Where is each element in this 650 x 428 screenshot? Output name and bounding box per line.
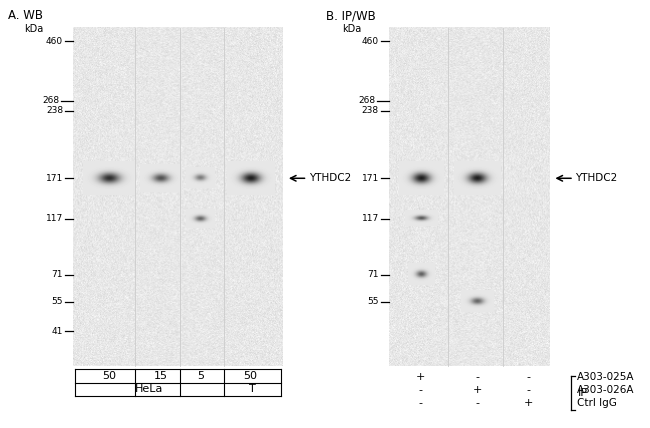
Text: 71: 71 bbox=[367, 270, 379, 279]
Text: 15: 15 bbox=[154, 371, 168, 381]
Text: YTHDC2: YTHDC2 bbox=[575, 173, 618, 183]
Text: 117: 117 bbox=[361, 214, 379, 223]
Text: -: - bbox=[475, 372, 479, 383]
Text: HeLa: HeLa bbox=[135, 384, 164, 395]
Text: 268: 268 bbox=[42, 96, 59, 105]
Text: Ctrl IgG: Ctrl IgG bbox=[577, 398, 616, 408]
Text: kDa: kDa bbox=[23, 24, 43, 33]
Text: +: + bbox=[524, 398, 533, 408]
Text: -: - bbox=[475, 398, 479, 408]
Text: 171: 171 bbox=[46, 174, 63, 183]
Text: 238: 238 bbox=[362, 106, 379, 115]
Text: -: - bbox=[526, 385, 530, 395]
Text: T: T bbox=[249, 384, 255, 395]
Text: -: - bbox=[526, 372, 530, 383]
Text: YTHDC2: YTHDC2 bbox=[309, 173, 351, 183]
Text: 50: 50 bbox=[243, 371, 257, 381]
Text: kDa: kDa bbox=[342, 24, 361, 33]
Text: 41: 41 bbox=[52, 327, 63, 336]
Text: 5: 5 bbox=[198, 371, 204, 381]
Text: 268: 268 bbox=[358, 96, 375, 105]
Text: 460: 460 bbox=[46, 37, 63, 46]
Text: A. WB: A. WB bbox=[8, 9, 43, 22]
Text: A303-025A: A303-025A bbox=[577, 372, 634, 383]
Text: A303-026A: A303-026A bbox=[577, 385, 634, 395]
Text: 117: 117 bbox=[46, 214, 63, 223]
Text: B. IP/WB: B. IP/WB bbox=[326, 9, 376, 22]
Text: 460: 460 bbox=[362, 37, 379, 46]
Text: -: - bbox=[419, 398, 422, 408]
Text: +: + bbox=[416, 372, 426, 383]
Text: -: - bbox=[419, 385, 422, 395]
Text: 55: 55 bbox=[51, 297, 63, 306]
Text: 171: 171 bbox=[361, 174, 379, 183]
Text: 50: 50 bbox=[103, 371, 116, 381]
Text: 55: 55 bbox=[367, 297, 379, 306]
Text: 238: 238 bbox=[46, 106, 63, 115]
Text: IP: IP bbox=[578, 388, 588, 398]
Text: 71: 71 bbox=[51, 270, 63, 279]
Text: +: + bbox=[473, 385, 482, 395]
